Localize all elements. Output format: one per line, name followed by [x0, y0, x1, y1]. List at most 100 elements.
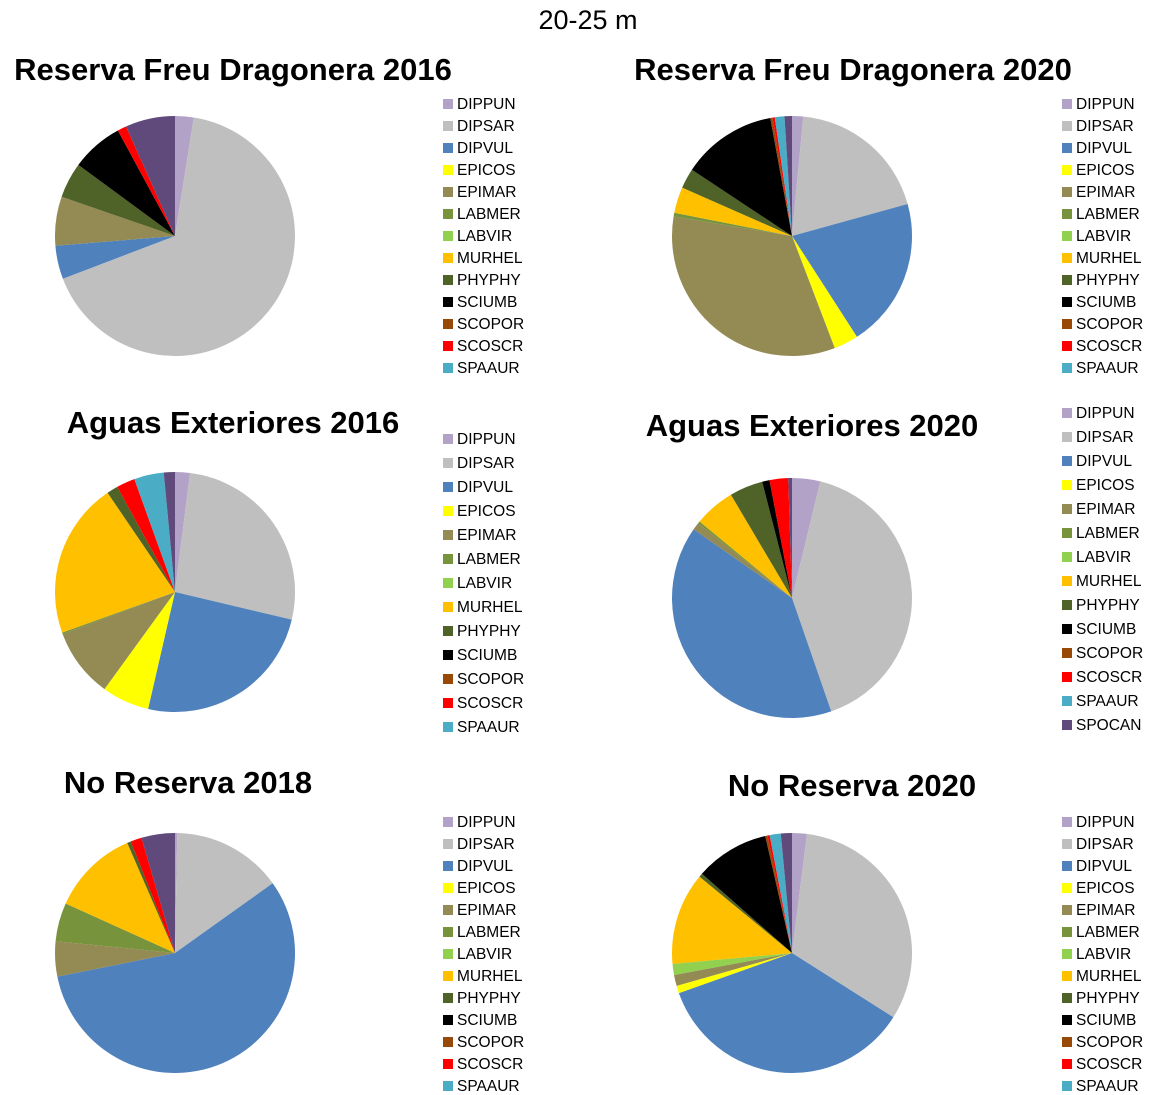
legend-swatch — [1062, 552, 1072, 562]
chart-title: No Reserva 2018 — [64, 765, 312, 800]
legend-label: PHYPHY — [457, 990, 521, 1007]
legend-swatch — [1062, 905, 1072, 915]
legend-label: SCIUMB — [1076, 1012, 1136, 1029]
legend-swatch — [1062, 253, 1072, 263]
legend-label: LABVIR — [1076, 549, 1131, 566]
legend-swatch — [443, 905, 453, 915]
pie-slice — [175, 116, 194, 236]
legend-label: EPIMAR — [1076, 902, 1135, 919]
legend-label: LABVIR — [457, 228, 512, 245]
legend-label: EPICOS — [457, 880, 516, 897]
legend-label: EPICOS — [1076, 477, 1135, 494]
legend-swatch — [1062, 696, 1072, 706]
pie-slice — [792, 833, 912, 1018]
legend-swatch — [443, 1081, 453, 1091]
legend-swatch — [443, 319, 453, 329]
legend-label: DIPSAR — [457, 836, 515, 853]
pie-slice — [148, 592, 292, 712]
legend-label: SCIUMB — [1076, 294, 1136, 311]
legend-label: SCIUMB — [457, 1012, 517, 1029]
legend-swatch — [1062, 993, 1072, 1003]
legend-swatch — [443, 674, 453, 684]
pie-slice — [770, 117, 792, 236]
legend-label: MURHEL — [457, 968, 523, 985]
legend-swatch — [443, 165, 453, 175]
pie-slice — [780, 833, 792, 953]
legend-label: LABMER — [457, 551, 521, 568]
legend-label: SPAAUR — [1076, 693, 1139, 710]
legend-swatch — [1062, 1037, 1072, 1047]
legend-label: SCOSCR — [457, 695, 523, 712]
legend-label: DIPSAR — [1076, 836, 1134, 853]
legend-swatch — [443, 650, 453, 660]
pie-slice — [107, 486, 175, 592]
legend-label: DIPPUN — [457, 814, 516, 831]
legend-label: EPIMAR — [1076, 501, 1135, 518]
legend-swatch — [1062, 480, 1072, 490]
legend-label: SCOSCR — [1076, 1056, 1142, 1073]
legend-label: SPAAUR — [1076, 360, 1139, 377]
figure-title: 20-25 m — [538, 5, 637, 35]
legend-label: LABMER — [457, 206, 521, 223]
pie-slice — [54, 196, 175, 246]
legend-swatch — [1062, 1081, 1072, 1091]
legend-swatch — [1062, 672, 1072, 682]
legend-swatch — [443, 817, 453, 827]
pie-slice — [682, 169, 792, 236]
pie-slice — [175, 833, 273, 953]
legend-swatch — [1062, 861, 1072, 871]
pie-slice — [693, 523, 792, 598]
legend-swatch — [1062, 209, 1072, 219]
pie-slice — [175, 472, 295, 620]
legend-swatch — [443, 1015, 453, 1025]
pie-slice — [698, 521, 792, 598]
chart-title: Aguas Exteriores 2016 — [67, 405, 400, 440]
legend-label: DIPPUN — [1076, 96, 1135, 113]
legend-label: DIPSAR — [457, 118, 515, 135]
legend-label: DIPSAR — [1076, 118, 1134, 135]
pie-slice — [134, 472, 175, 592]
legend-label: DIPVUL — [1076, 858, 1132, 875]
pie-slice — [104, 592, 175, 709]
legend-label: PHYPHY — [1076, 597, 1140, 614]
pie-slice — [784, 116, 792, 236]
pie-slice — [678, 953, 894, 1074]
legend-swatch — [443, 99, 453, 109]
legend-label: DIPPUN — [457, 96, 516, 113]
pie-slice — [769, 833, 792, 953]
legend-swatch — [1062, 297, 1072, 307]
legend-swatch — [1062, 839, 1072, 849]
legend-swatch — [443, 927, 453, 937]
pie-slice — [55, 236, 176, 279]
legend-label: SPOCAN — [1076, 717, 1141, 734]
legend-label: LABVIR — [457, 946, 512, 963]
pie-slice — [792, 236, 857, 349]
legend-swatch — [1062, 99, 1072, 109]
pie-slice — [730, 481, 792, 598]
legend-swatch — [443, 993, 453, 1003]
legend-swatch — [443, 626, 453, 636]
legend-swatch — [443, 482, 453, 492]
legend-label: MURHEL — [457, 599, 523, 616]
legend-label: DIPPUN — [1076, 405, 1135, 422]
pie-slice — [701, 836, 792, 953]
chart-title: Reserva Freu Dragonera 2016 — [14, 52, 452, 87]
pie-slice — [62, 592, 175, 635]
legend-swatch — [443, 530, 453, 540]
legend-swatch — [443, 861, 453, 871]
legend-swatch — [443, 554, 453, 564]
legend-swatch — [443, 458, 453, 468]
legend-label: LABMER — [1076, 525, 1140, 542]
pie-slice — [699, 494, 792, 598]
legend-label: EPIMAR — [457, 527, 516, 544]
legend-label: DIPPUN — [457, 431, 516, 448]
legend-swatch — [1062, 528, 1072, 538]
legend-label: DIPSAR — [457, 455, 515, 472]
legend-swatch — [443, 275, 453, 285]
pie-slice — [61, 164, 175, 236]
legend-label: DIPVUL — [457, 479, 513, 496]
legend-label: EPICOS — [1076, 880, 1135, 897]
legend-swatch — [1062, 971, 1072, 981]
legend-label: SCOPOR — [457, 1034, 524, 1051]
